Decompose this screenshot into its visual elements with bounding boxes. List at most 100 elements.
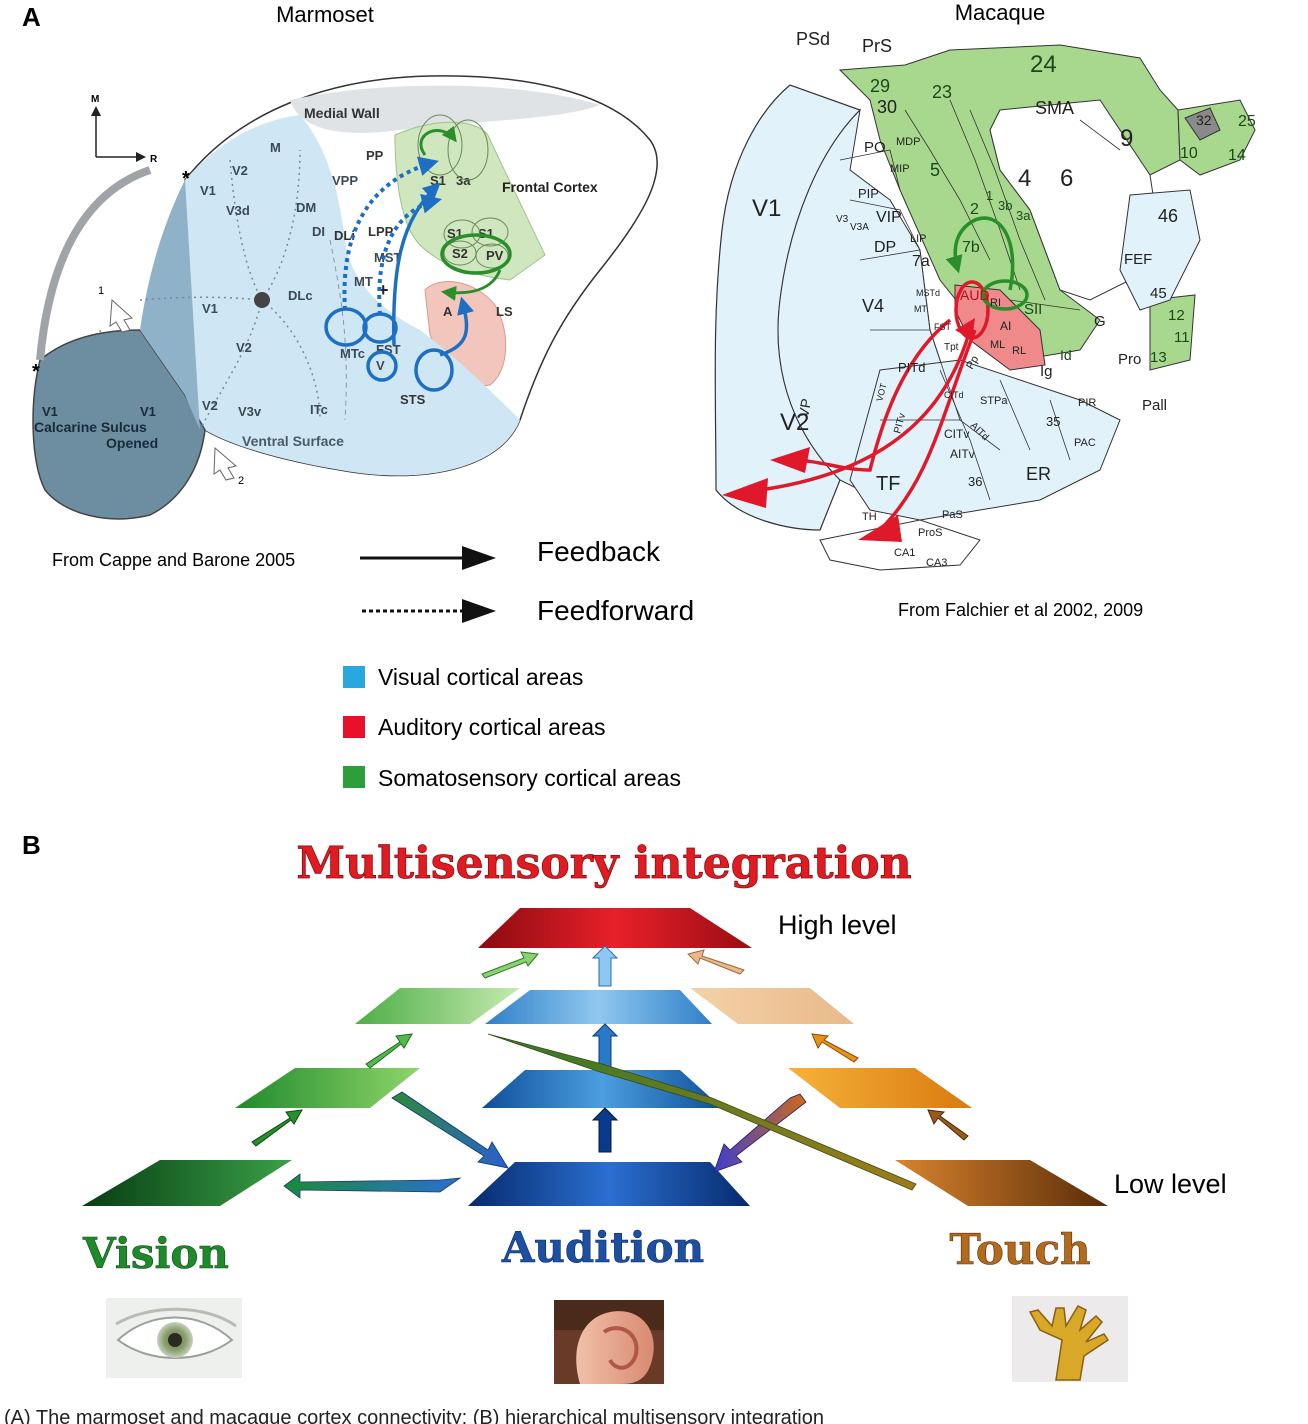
svg-text:FEF: FEF <box>1124 251 1152 268</box>
marmoset-green-arrow-2 <box>441 269 502 301</box>
svg-text:14: 14 <box>1228 147 1246 164</box>
svg-text:PV: PV <box>486 248 504 263</box>
vision-arrows <box>251 951 539 1147</box>
svg-text:V2: V2 <box>232 163 248 178</box>
svg-text:13: 13 <box>1150 349 1167 366</box>
somatosensory-outlines <box>417 114 509 269</box>
mid-visual-region <box>140 180 200 430</box>
star-marker-1: * <box>182 168 190 190</box>
svg-text:30: 30 <box>877 97 897 117</box>
legend: Feedback Feedforward Visual cortical are… <box>343 536 694 791</box>
dotted-boundary-2 <box>139 296 263 301</box>
svg-text:Pro: Pro <box>1118 351 1141 368</box>
svg-text:MT: MT <box>354 274 373 289</box>
dashed-boundary-6 <box>329 239 347 421</box>
red-arrowhead-1 <box>770 447 810 473</box>
svg-text:RL: RL <box>1012 345 1026 357</box>
svg-text:PrS: PrS <box>862 36 892 56</box>
level-3-touch <box>690 988 854 1024</box>
svg-text:45: 45 <box>1150 285 1167 302</box>
feedback-arrowhead <box>462 546 496 570</box>
marker-2: 2 <box>238 475 244 487</box>
macaque-ventral-frontal <box>1149 294 1196 371</box>
svg-text:VP: VP <box>795 397 814 418</box>
svg-text:46: 46 <box>1158 206 1178 226</box>
svg-text:VPP: VPP <box>332 173 358 188</box>
ear-image <box>554 1300 664 1384</box>
low-level-label: Low level <box>1114 1169 1227 1199</box>
macaque-division-lines <box>839 99 1121 501</box>
svg-text:SII: SII <box>1024 301 1042 318</box>
svg-text:LPP: LPP <box>368 224 394 239</box>
red-arrowhead-3 <box>858 515 902 542</box>
svg-text:PITv: PITv <box>892 412 908 435</box>
legend-auditory: Auditory cortical areas <box>378 714 606 740</box>
svg-text:DLc: DLc <box>288 288 313 303</box>
svg-text:12: 12 <box>1168 307 1185 324</box>
svg-text:7b: 7b <box>962 239 980 256</box>
hierarchy-diagram <box>82 908 1108 1206</box>
label-medial-wall: Medial Wall <box>304 105 380 121</box>
svg-text:MTc: MTc <box>340 346 365 361</box>
touch-arrows <box>687 949 969 1141</box>
svg-text:DI: DI <box>312 224 325 239</box>
svg-text:4: 4 <box>1018 165 1031 192</box>
svg-text:Pp: Pp <box>964 354 981 372</box>
macaque-frontal-white <box>989 99 1161 301</box>
svg-text:3b: 3b <box>998 198 1012 213</box>
arrow-vision-to-audition <box>391 1091 509 1169</box>
feedforward-arrowhead <box>462 599 496 623</box>
multisensory-title: Multisensory integration <box>296 838 911 889</box>
svg-text:RI: RI <box>990 297 1001 309</box>
svg-text:A: A <box>443 304 453 319</box>
label-ventral-surface: Ventral Surface <box>242 433 344 449</box>
legend-visual-swatch <box>343 666 365 688</box>
marmoset-feedforward-arrow-1 <box>342 156 439 311</box>
dotted-boundary-4 <box>261 149 301 301</box>
marker-1: 1 <box>98 285 104 297</box>
legend-visual: Visual cortical areas <box>378 664 583 690</box>
svg-text:1: 1 <box>986 188 993 203</box>
level-2-vision <box>235 1068 420 1108</box>
svg-text:V1: V1 <box>140 404 156 419</box>
svg-text:DLi: DLi <box>334 228 355 243</box>
svg-text:+: + <box>378 280 389 300</box>
svg-text:CA3: CA3 <box>926 557 947 569</box>
macaque-hippocampal <box>819 519 981 571</box>
svg-text:AITv: AITv <box>950 447 975 461</box>
svg-text:Tpt: Tpt <box>944 342 959 353</box>
svg-text:FST: FST <box>934 322 952 332</box>
dotted-boundary-1 <box>99 329 110 501</box>
svg-text:VOT: VOT <box>874 382 889 403</box>
red-arrowhead-2 <box>722 478 768 508</box>
marmoset-brain: M R * * 1 2 Medial Wall Frontal Cortex C… <box>32 75 658 520</box>
svg-text:3a: 3a <box>1016 208 1031 223</box>
svg-text:STPa: STPa <box>980 395 1008 407</box>
svg-text:PSd: PSd <box>796 29 830 49</box>
svg-text:PITd: PITd <box>898 360 925 375</box>
audition-title: Audition <box>501 1223 704 1272</box>
marmoset-credit: From Cappe and Barone 2005 <box>52 550 295 570</box>
svg-text:MST: MST <box>374 250 402 265</box>
svg-text:2: 2 <box>970 201 979 218</box>
svg-text:3a: 3a <box>456 173 471 188</box>
svg-text:PaS: PaS <box>942 509 963 521</box>
svg-text:DP: DP <box>874 239 896 256</box>
label-calcarine: Calcarine Sulcus <box>34 419 147 435</box>
svg-text:25: 25 <box>1238 113 1256 130</box>
svg-text:32: 32 <box>1196 112 1212 128</box>
hand-image <box>1012 1296 1128 1382</box>
svg-text:Pall: Pall <box>1142 397 1167 414</box>
legend-feedforward: Feedforward <box>537 595 694 626</box>
svg-text:PO: PO <box>864 139 886 156</box>
macaque-green-arrows <box>945 216 1029 311</box>
svg-text:V3: V3 <box>836 214 849 225</box>
svg-text:V: V <box>376 358 385 373</box>
svg-text:36: 36 <box>968 474 982 489</box>
svg-text:ML: ML <box>990 339 1005 351</box>
svg-text:R: R <box>150 154 158 165</box>
svg-text:LIP: LIP <box>910 233 927 245</box>
s2-pv-ellipse <box>440 233 512 275</box>
svg-text:G: G <box>1094 313 1106 330</box>
legend-somatosensory-swatch <box>343 766 365 788</box>
